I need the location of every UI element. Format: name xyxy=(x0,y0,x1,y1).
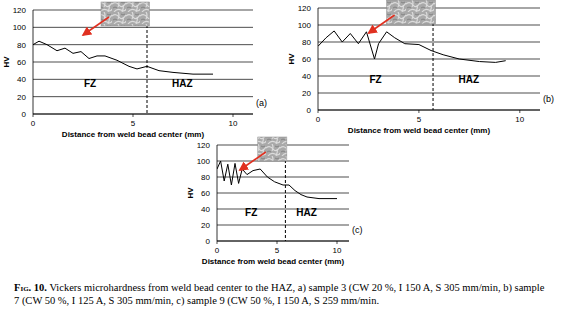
x-tick-label: 5 xyxy=(131,119,136,128)
arrow xyxy=(240,152,266,170)
y-tick-label: 100 xyxy=(298,21,312,30)
grid-line xyxy=(318,59,540,60)
grid-line xyxy=(217,177,349,178)
panel: 0 20 40 60 80 100 120 0 5 10 HV Distance from weld … xyxy=(287,0,554,135)
x-tick xyxy=(277,241,278,244)
x-axis-title: Distance from weld bead center (mm) xyxy=(348,126,491,135)
x-tick-label: 0 xyxy=(31,119,36,128)
y-axis-title: HV xyxy=(2,56,11,68)
y-tick-label: 0 xyxy=(206,237,211,246)
y-axis xyxy=(33,10,34,114)
x-axis-title: Distance from weld bead center (mm) xyxy=(62,130,205,139)
zone-label: FZ xyxy=(245,207,257,218)
x-tick-label: 10 xyxy=(515,115,524,124)
caption-label: Fig. 10. xyxy=(14,282,47,293)
x-tick-label: 5 xyxy=(275,246,280,255)
grid-line xyxy=(33,44,253,45)
x-axis-title: Distance from weld bead center (mm) xyxy=(202,257,345,266)
y-tick-label: 20 xyxy=(302,89,311,98)
x-axis xyxy=(33,114,253,115)
arrow xyxy=(83,17,109,35)
y-tick-label: 120 xyxy=(197,141,211,150)
y-tick-label: 40 xyxy=(302,72,311,81)
grid-line xyxy=(217,209,349,210)
y-tick-label: 100 xyxy=(13,23,27,32)
zone-label: FZ xyxy=(84,78,96,89)
y-axis xyxy=(318,8,319,110)
grid-line xyxy=(33,27,253,28)
x-tick xyxy=(337,241,338,244)
arrow xyxy=(369,15,395,33)
panel: 0 20 40 60 80 100 120 0 5 10 HV Distance from weld … xyxy=(2,2,267,139)
y-tick-label: 20 xyxy=(201,221,210,230)
zone-label: HAZ xyxy=(172,78,193,89)
y-axis xyxy=(217,145,218,241)
y-axis-title: HV xyxy=(287,53,296,65)
grid-line xyxy=(217,241,349,242)
y-tick-label: 60 xyxy=(302,55,311,64)
y-tick-label: 0 xyxy=(22,110,27,119)
grid-line xyxy=(33,79,253,80)
figure: 0204060801001200510HVDistance from weld … xyxy=(0,0,561,321)
y-tick-label: 120 xyxy=(298,4,312,13)
panel-label: (b) xyxy=(543,94,554,104)
grid-line xyxy=(318,110,540,111)
panel: 0 20 40 60 80 100 120 0 5 10 HV Distance from weld … xyxy=(186,137,363,266)
y-tick-label: 40 xyxy=(17,75,26,84)
micrograph xyxy=(258,137,287,161)
x-tick-label: 10 xyxy=(333,246,342,255)
y-tick-label: 100 xyxy=(197,157,211,166)
micrograph xyxy=(387,0,436,24)
panel-label: (a) xyxy=(256,98,267,108)
caption-text: Vickers microhardness from weld bead cen… xyxy=(14,282,544,306)
grid-line xyxy=(33,114,253,115)
hardness-line xyxy=(33,41,213,74)
x-tick xyxy=(233,114,234,117)
y-tick-label: 40 xyxy=(201,205,210,214)
grid-line xyxy=(217,193,349,194)
zone-label: HAZ xyxy=(458,74,479,85)
x-tick xyxy=(217,241,218,244)
y-axis-title: HV xyxy=(186,187,195,199)
zone-label: FZ xyxy=(369,74,381,85)
grid-line xyxy=(217,225,349,226)
x-tick-label: 10 xyxy=(229,119,238,128)
x-tick-label: 5 xyxy=(417,115,422,124)
hardness-line xyxy=(318,31,506,62)
grid-line xyxy=(318,25,540,26)
y-tick-label: 120 xyxy=(13,6,27,15)
grid-line xyxy=(33,62,253,63)
y-tick-label: 60 xyxy=(17,58,26,67)
grid-line xyxy=(318,42,540,43)
micrograph xyxy=(101,2,149,26)
x-axis xyxy=(318,110,540,111)
y-tick-label: 20 xyxy=(17,93,26,102)
x-tick xyxy=(418,110,419,113)
caption: Fig. 10. Vickers microhardness from weld… xyxy=(14,281,550,307)
x-axis xyxy=(217,241,349,242)
x-tick xyxy=(133,114,134,117)
grid-line xyxy=(318,76,540,77)
zone-label: HAZ xyxy=(296,207,317,218)
hardness-line xyxy=(217,161,337,199)
x-tick-label: 0 xyxy=(316,115,321,124)
grid-line xyxy=(33,96,253,97)
y-tick-label: 80 xyxy=(302,38,311,47)
grid-line xyxy=(318,93,540,94)
x-tick xyxy=(318,110,319,113)
x-tick xyxy=(519,110,520,113)
y-tick-label: 80 xyxy=(201,173,210,182)
y-tick-label: 80 xyxy=(17,41,26,50)
x-tick xyxy=(33,114,34,117)
y-tick-label: 0 xyxy=(307,106,312,115)
y-tick-label: 60 xyxy=(201,189,210,198)
x-tick-label: 0 xyxy=(215,246,220,255)
panel-label: (c) xyxy=(352,225,363,235)
